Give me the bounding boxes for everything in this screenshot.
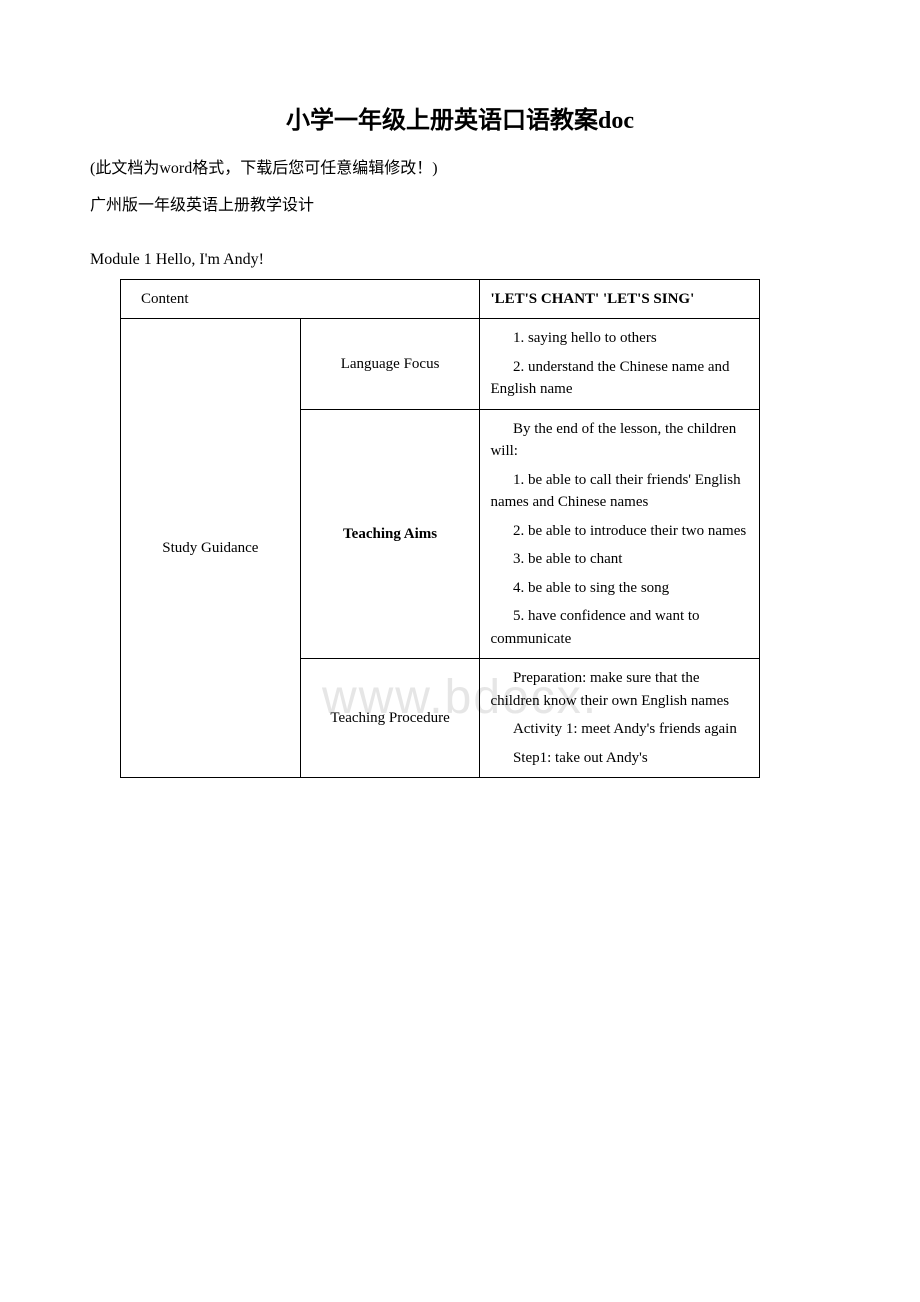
teaching-aims-intro: By the end of the lesson, the children w… [490, 418, 749, 463]
teaching-procedure-item: Activity 1: meet Andy's friends again [490, 718, 749, 741]
teaching-procedure-item: Preparation: make sure that the children… [490, 667, 749, 712]
page-title: 小学一年级上册英语口语教案doc [90, 100, 830, 135]
teaching-aims-label-cell: Teaching Aims [300, 409, 480, 659]
preface-line-2: 广州版一年级英语上册教学设计 [90, 192, 830, 221]
language-focus-item: 2. understand the Chinese name and Engli… [490, 356, 749, 401]
teaching-aims-content-cell: By the end of the lesson, the children w… [480, 409, 760, 659]
study-guidance-label-cell: Study Guidance [121, 319, 301, 778]
teaching-procedure-item: Step1: take out Andy's [490, 747, 749, 770]
teaching-aims-item: 1. be able to call their friends' Englis… [490, 469, 749, 514]
language-focus-label-cell: Language Focus [300, 319, 480, 410]
language-focus-item: 1. saying hello to others [490, 327, 749, 350]
teaching-aims-item: 3. be able to chant [490, 548, 749, 571]
language-focus-content-cell: 1. saying hello to others 2. understand … [480, 319, 760, 410]
content-label-cell: Content [121, 279, 480, 319]
content-value-cell: 'LET'S CHANT' 'LET'S SING' [480, 279, 760, 319]
table-row: Study Guidance Language Focus 1. saying … [121, 319, 760, 410]
preface-line-1: (此文档为word格式，下载后您可任意编辑修改！) [90, 155, 830, 184]
teaching-procedure-content-cell: Preparation: make sure that the children… [480, 659, 760, 778]
teaching-procedure-label-cell: Teaching Procedure [300, 659, 480, 778]
lesson-plan-table: Content 'LET'S CHANT' 'LET'S SING' Study… [120, 279, 760, 779]
teaching-aims-item: 5. have confidence and want to communica… [490, 605, 749, 650]
teaching-aims-item: 4. be able to sing the song [490, 577, 749, 600]
table-row: Content 'LET'S CHANT' 'LET'S SING' [121, 279, 760, 319]
teaching-aims-item: 2. be able to introduce their two names [490, 520, 749, 543]
module-heading: Module 1 Hello, I'm Andy! [90, 251, 830, 269]
